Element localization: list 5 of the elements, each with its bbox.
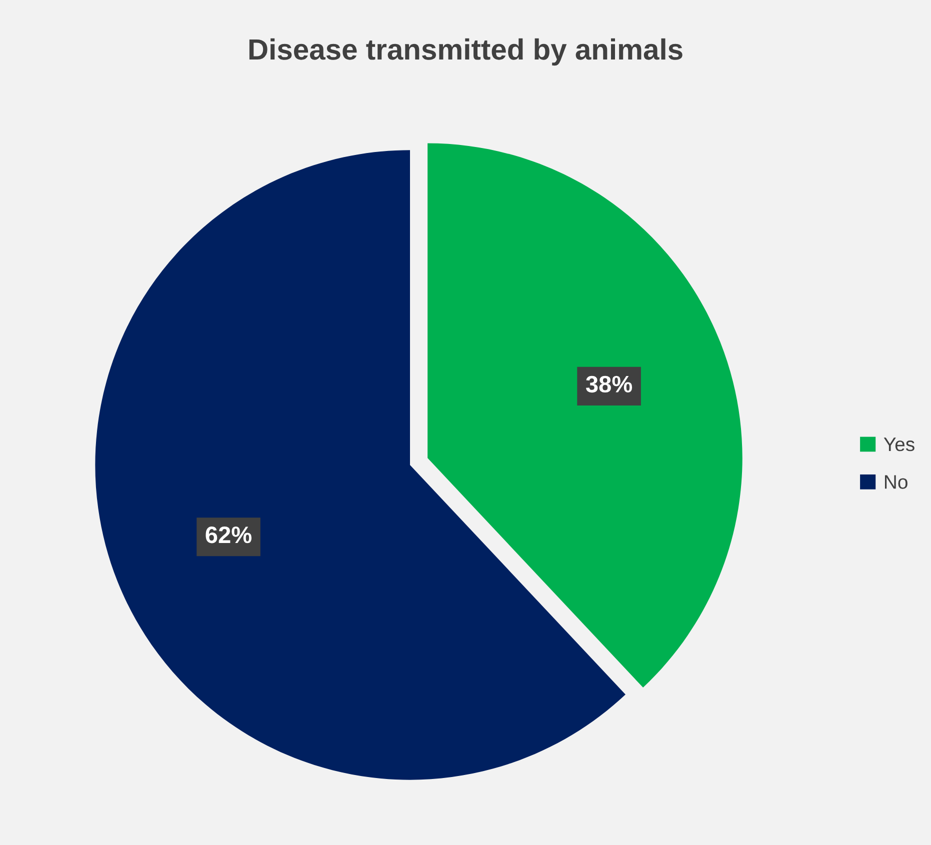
legend-label: No xyxy=(884,475,908,489)
data-label: 38% xyxy=(586,376,632,393)
legend-label: Yes xyxy=(884,438,914,452)
chart-title: Disease transmitted by animals xyxy=(249,38,682,66)
data-label: 62% xyxy=(206,526,252,544)
